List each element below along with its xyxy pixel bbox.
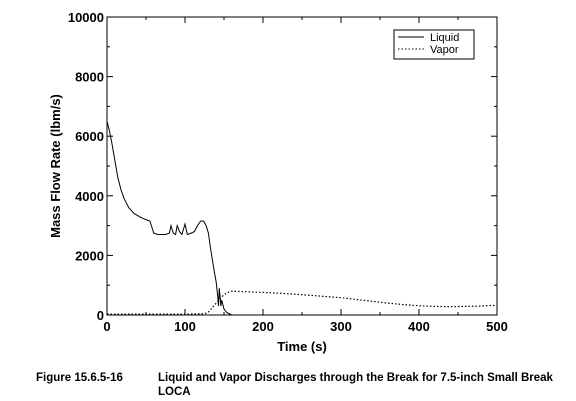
y-tick-label: 10000 [68,10,104,25]
y-tick-label: 0 [97,308,104,323]
y-tick-label: 6000 [75,129,104,144]
series-layer [106,121,497,316]
legend-label-liquid: Liquid [430,32,459,44]
x-axis-ticks: 0 100 200 300 400 500 [103,17,508,334]
x-tick-label: 300 [330,319,352,334]
series-line-liquid [106,121,497,316]
y-tick-label: 4000 [75,189,104,204]
legend-label-vapor: Vapor [430,44,459,56]
x-tick-label: 500 [486,319,508,334]
series-line-vapor [107,290,497,315]
x-tick-label: 200 [252,319,274,334]
figure-caption: Liquid and Vapor Discharges through the … [158,372,553,398]
y-axis-label: Mass Flow Rate (lbm/s) [48,94,63,238]
plot-frame [106,16,498,316]
figure-number: Figure 15.6.5-16 [36,372,123,384]
x-tick-label: 400 [408,319,430,334]
y-tick-label: 8000 [75,70,104,85]
x-tick-label: 0 [103,319,110,334]
x-axis-label: Time (s) [277,339,327,354]
x-tick-label: 100 [174,319,196,334]
y-tick-label: 2000 [75,248,104,263]
legend-box [393,29,475,60]
